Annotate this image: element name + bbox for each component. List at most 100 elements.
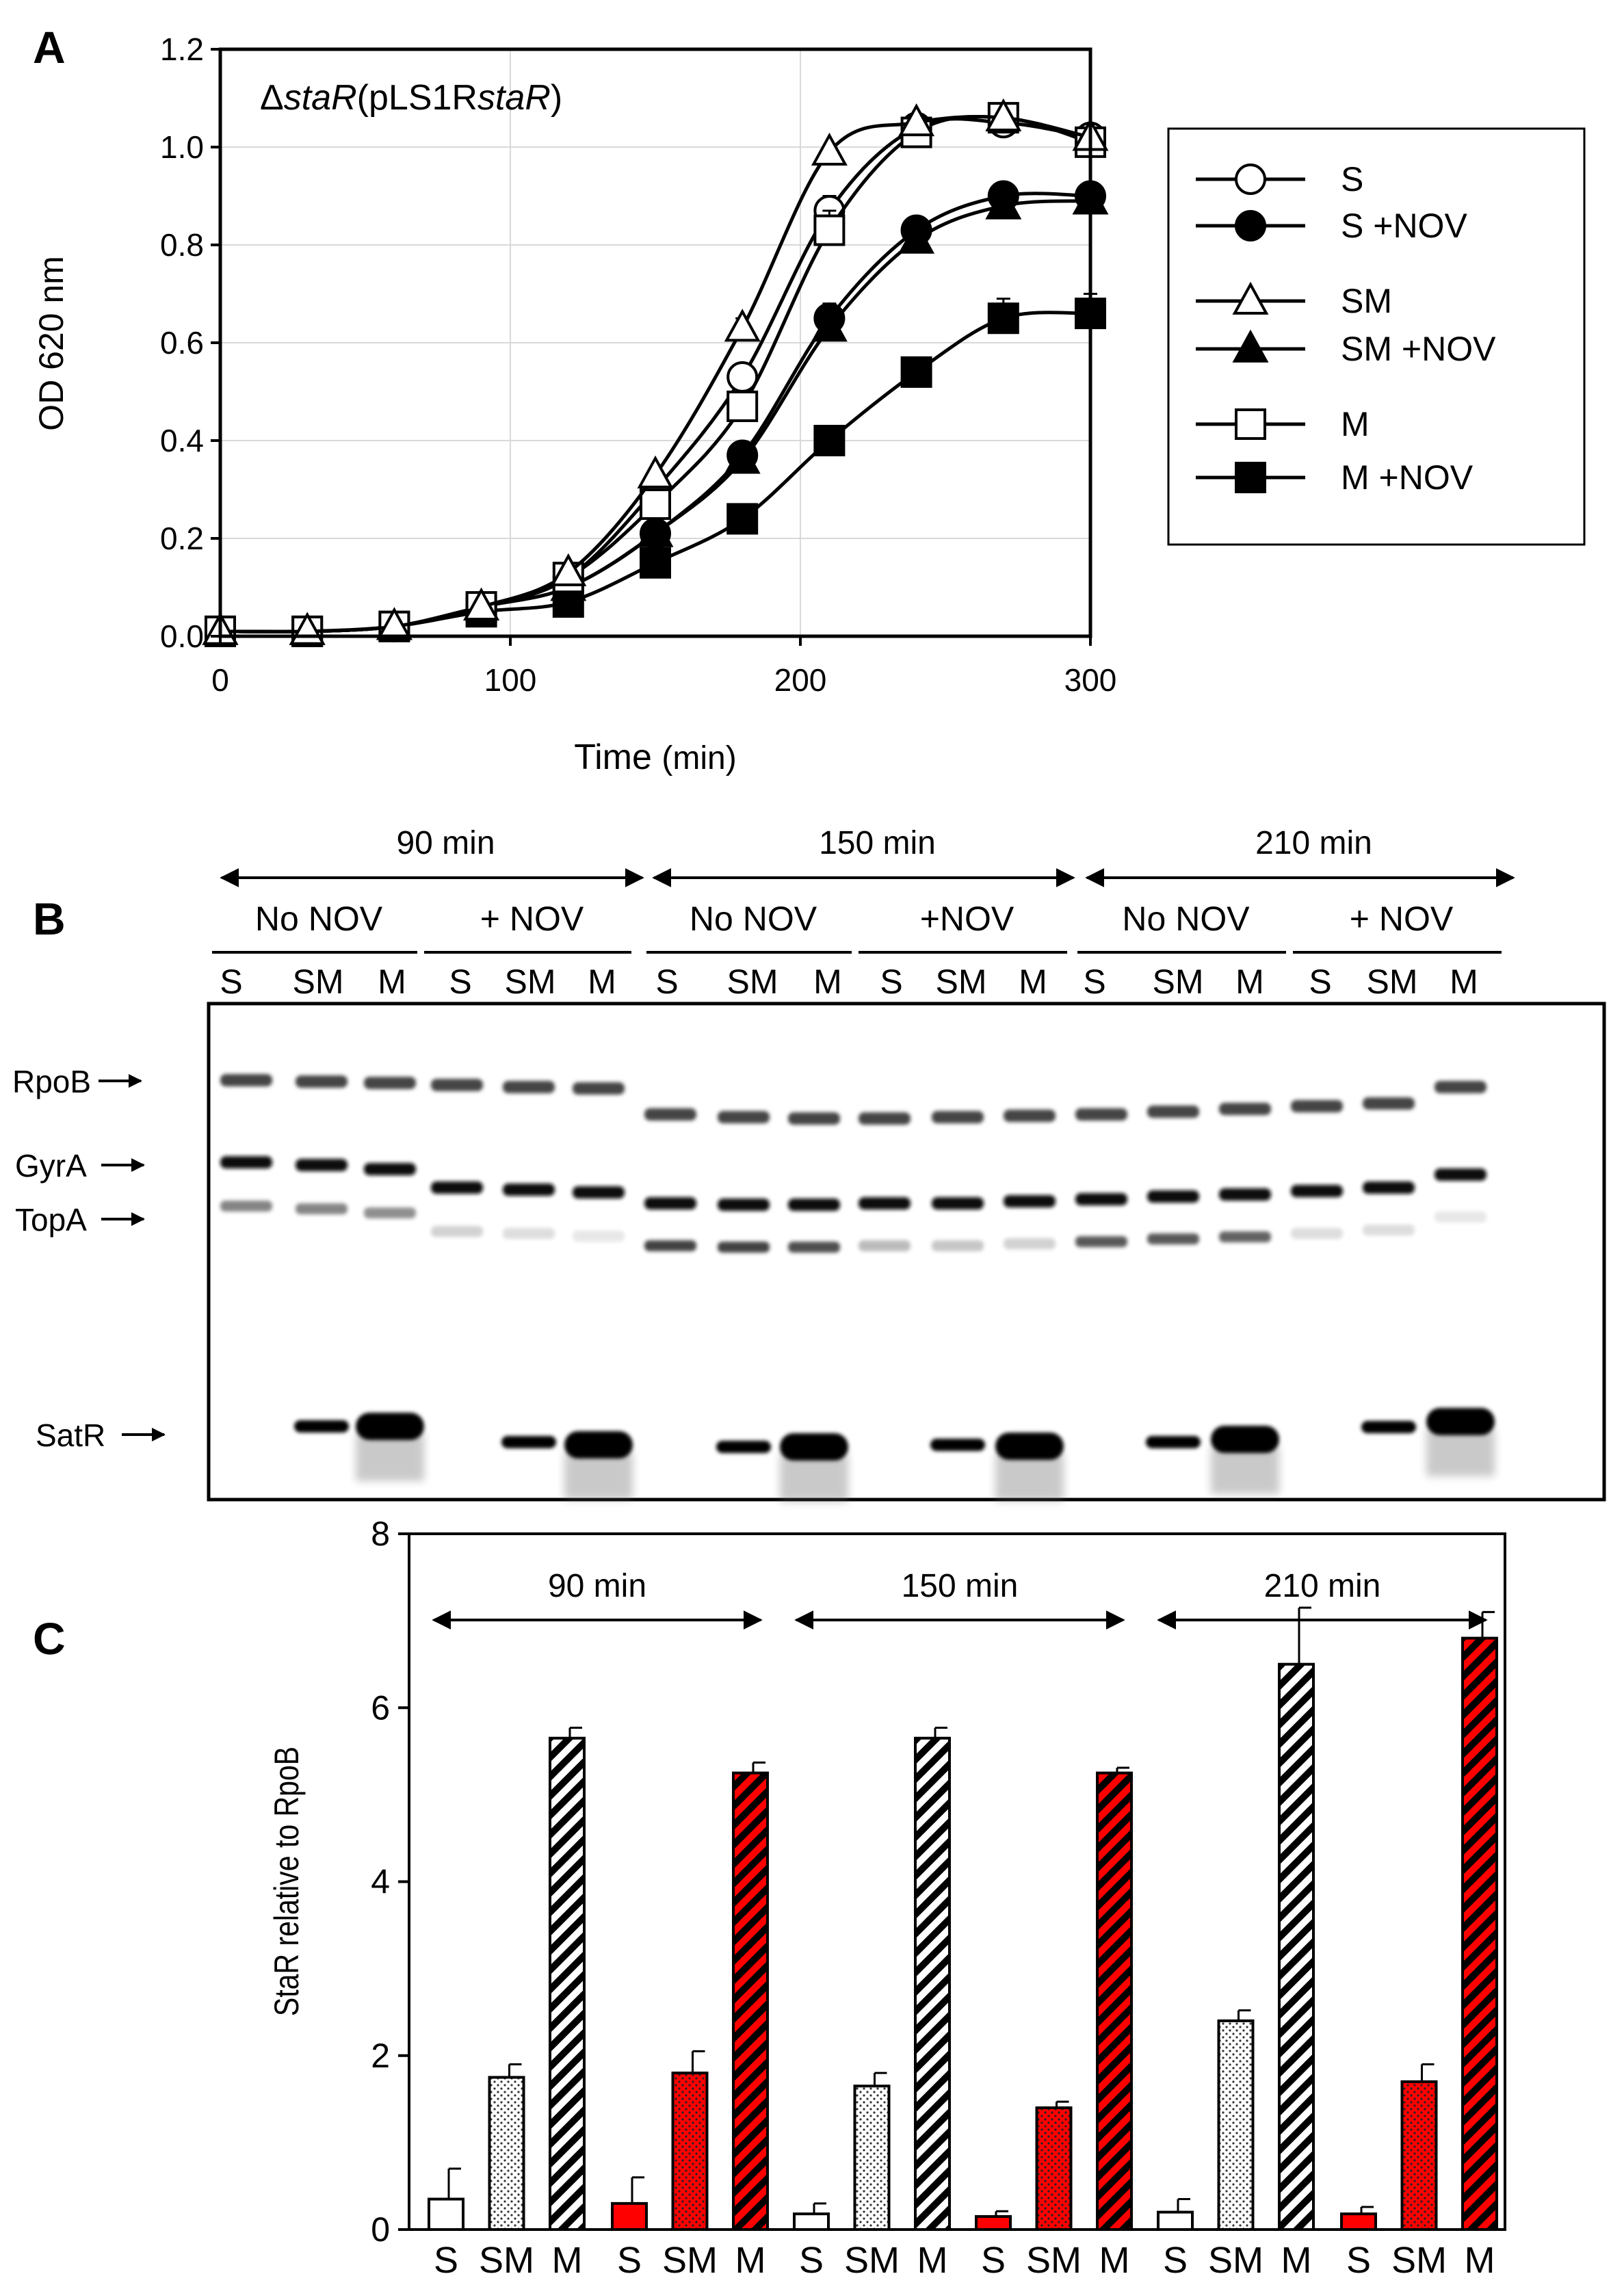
x-axis-label-unit: (min) <box>662 740 736 776</box>
data-point <box>463 587 500 620</box>
category-label-c: SM <box>662 2240 718 2281</box>
blot-bands <box>220 1074 1495 1502</box>
y-axis-label-c: StaR relative to RpoB <box>267 1747 306 2016</box>
condition-label-b: + NOV <box>480 900 584 938</box>
western-blot: 90 min 150 min 210 min No NOV + NOV No NOV +NO… <box>12 825 1606 1502</box>
band-satr <box>294 1420 349 1433</box>
band-topa <box>788 1242 840 1253</box>
category-label-c: M <box>1099 2240 1130 2281</box>
protein-label-topa: TopA <box>15 1202 87 1238</box>
bar <box>1157 2210 1194 2231</box>
band-smear <box>356 1433 424 1481</box>
category-label-c: M <box>917 2240 948 2281</box>
category-label-c: S <box>1346 2240 1371 2281</box>
bar <box>1096 1771 1133 2231</box>
bar <box>914 1736 951 2231</box>
category-label-c: S <box>617 2240 642 2281</box>
lane-label-b: M <box>813 963 842 1001</box>
time-label-b: 90 min <box>396 825 495 861</box>
protein-label-rpob: RpoB <box>12 1064 91 1099</box>
lane-label-b: S <box>449 963 471 1001</box>
lane-label-b: SM <box>936 963 987 1001</box>
bar <box>975 2214 1012 2231</box>
band-rpob <box>1147 1106 1199 1118</box>
chart-title-a: ΔstaR(pLS1RstaR) <box>260 78 562 118</box>
lane-label-b: SM <box>1367 963 1418 1001</box>
legend-label: SM +NOV <box>1341 330 1496 368</box>
band-rpob <box>1219 1103 1271 1115</box>
y-tick-label-a: 1.2 <box>160 31 204 67</box>
band-satr <box>930 1439 985 1451</box>
lane-label-b: M <box>588 963 616 1001</box>
title-delta: Δ <box>260 78 284 118</box>
y-tick-label-c: 0 <box>371 2210 390 2249</box>
category-label-c: SM <box>1208 2240 1263 2281</box>
data-point <box>640 547 671 579</box>
protein-label-satr: SatR <box>36 1417 105 1453</box>
x-axis-label-main: Time <box>574 737 652 777</box>
category-label-c: M <box>1281 2240 1312 2281</box>
band-satr <box>1146 1436 1201 1448</box>
band-smear <box>1426 1428 1495 1476</box>
y-tick-label-c: 8 <box>371 1515 390 1553</box>
time-label-c: 90 min <box>548 1568 646 1604</box>
category-label-c: M <box>735 2240 766 2281</box>
category-label-c: M <box>552 2240 583 2281</box>
series-a <box>202 98 1109 647</box>
x-tick-label-a: 200 <box>774 662 827 698</box>
y-tick-label-c: 2 <box>371 2037 390 2075</box>
band-gyra <box>431 1181 483 1194</box>
band-gyra <box>1435 1168 1487 1181</box>
band-gyra <box>718 1199 770 1211</box>
category-label-c: SM <box>844 2240 900 2281</box>
data-point <box>724 309 761 342</box>
title-gene: staR <box>284 78 357 118</box>
time-headers-c: 90 min 150 min 210 min <box>432 1568 1488 1630</box>
legend-marker <box>1232 281 1269 315</box>
bar <box>428 2197 464 2232</box>
band-gyra <box>1147 1190 1199 1203</box>
category-label-c: S <box>434 2240 458 2281</box>
data-point <box>813 214 846 246</box>
band-satr <box>780 1433 848 1461</box>
data-point <box>985 98 1022 131</box>
growth-curve-chart: 0 100 200 300 0.0 0.2 0.4 0.6 0.8 1.0 1.2 OD 620 n… <box>32 31 1586 777</box>
y-tick-label-a: 1.0 <box>160 129 204 165</box>
band-topa <box>859 1240 911 1251</box>
band-rpob <box>859 1112 911 1125</box>
panel-label-b: B <box>33 893 66 944</box>
legend-marker <box>1232 329 1269 363</box>
band-rpob <box>431 1079 483 1091</box>
lane-label-b: M <box>1019 963 1047 1001</box>
band-rpob <box>788 1112 840 1125</box>
data-point <box>726 390 759 422</box>
data-point <box>811 309 848 342</box>
band-smear <box>564 1452 633 1500</box>
band-satr <box>564 1431 633 1459</box>
data-point <box>985 186 1022 220</box>
condition-label-b: +NOV <box>920 900 1014 938</box>
time-label-c: 210 min <box>1264 1568 1381 1604</box>
data-point <box>637 455 674 488</box>
band-rpob <box>718 1111 770 1123</box>
legend-label: M <box>1341 405 1370 443</box>
category-label-c: S <box>981 2240 1006 2281</box>
band-topa <box>296 1203 348 1214</box>
category-label-c: SM <box>1026 2240 1082 2281</box>
data-point <box>637 514 674 547</box>
band-rpob <box>364 1077 416 1089</box>
data-point <box>550 553 587 586</box>
category-label-c: S <box>799 2240 824 2281</box>
data-point <box>726 503 759 535</box>
band-topa <box>503 1228 555 1239</box>
band-gyra <box>1004 1195 1056 1207</box>
bar <box>611 2201 648 2232</box>
bar <box>793 2212 830 2231</box>
data-point <box>640 488 671 520</box>
band-gyra <box>503 1184 555 1196</box>
band-topa <box>1075 1236 1127 1247</box>
bar <box>488 2076 525 2231</box>
band-rpob <box>1075 1108 1127 1121</box>
y-tick-label-c: 6 <box>371 1688 390 1727</box>
